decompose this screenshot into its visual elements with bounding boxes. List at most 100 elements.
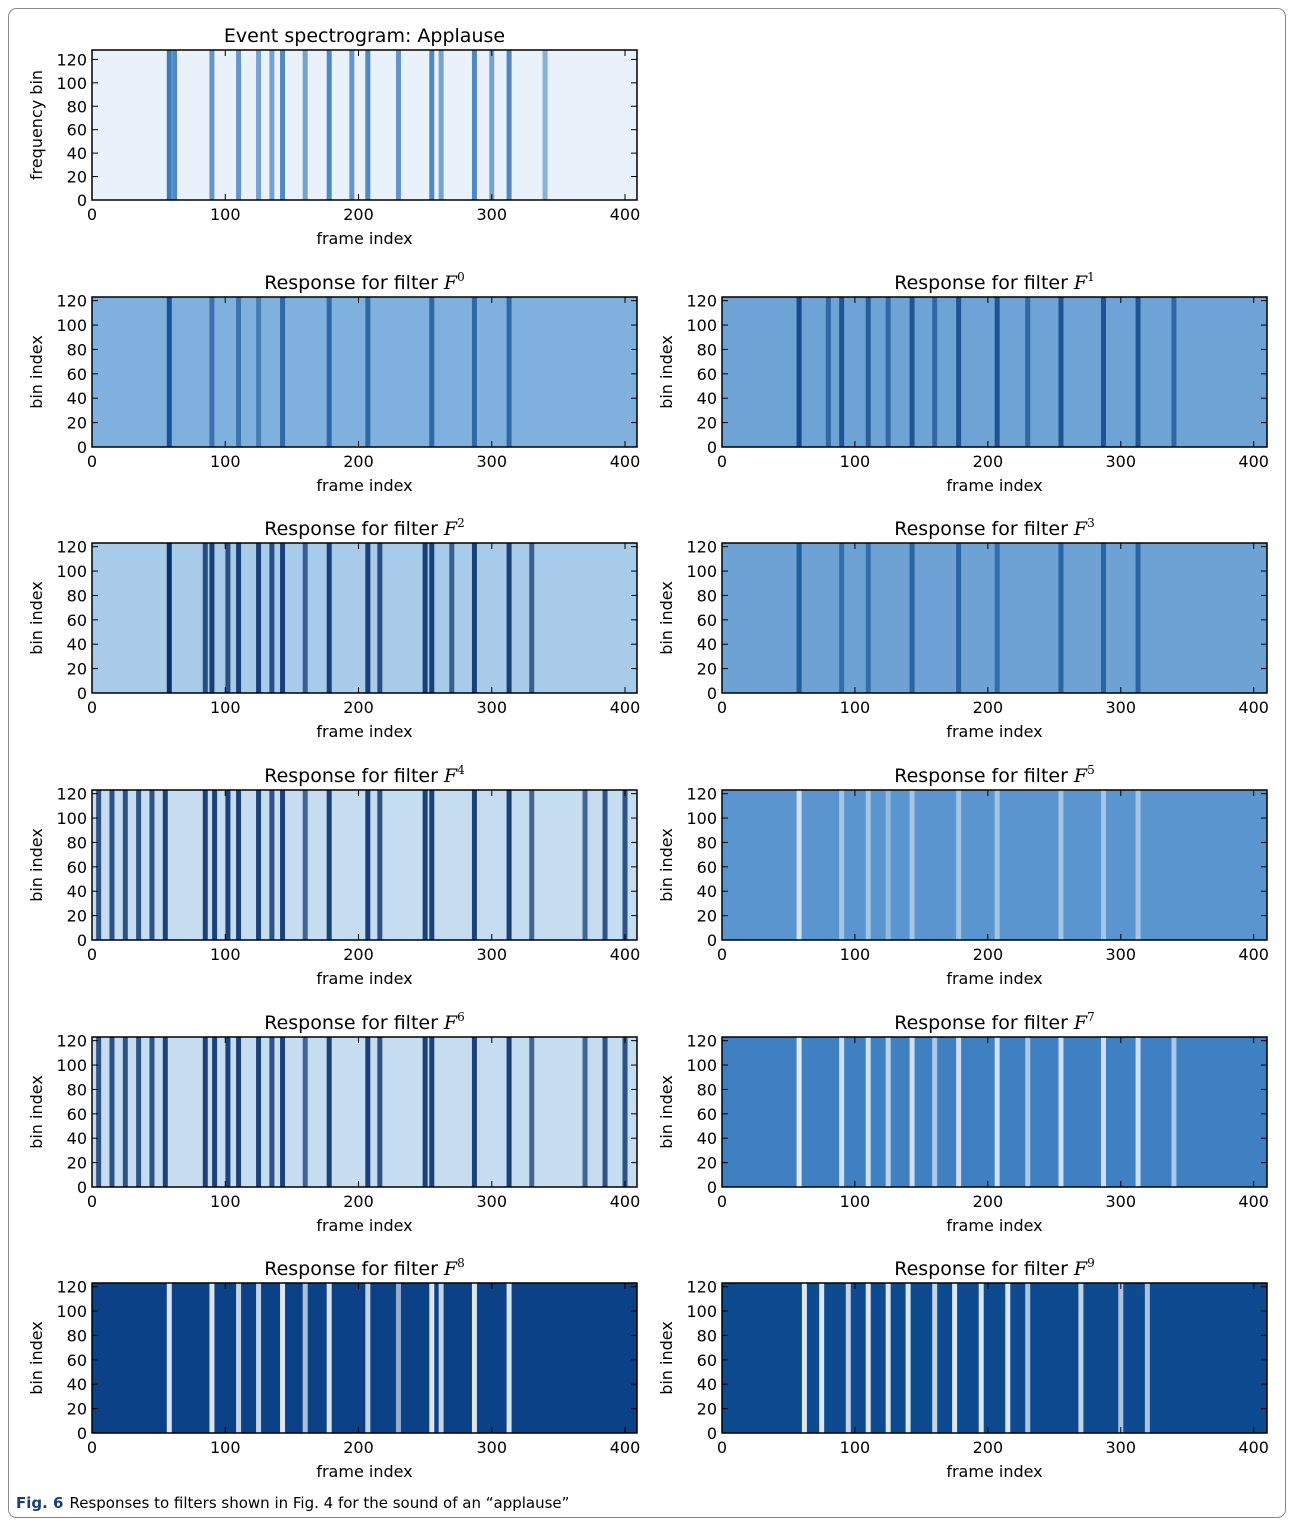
- x-tick-label: 400: [1238, 698, 1269, 717]
- y-tick-label: 20: [67, 414, 87, 433]
- heatmap-stripe: [209, 543, 215, 693]
- y-tick-label: 0: [707, 931, 717, 950]
- heatmap-stripe: [365, 50, 371, 200]
- y-tick-label: 120: [686, 538, 717, 557]
- chart-title: Response for filter F6: [264, 1010, 464, 1034]
- heatmap-stripe: [209, 50, 215, 200]
- heatmap-stripe: [326, 1037, 332, 1187]
- y-tick-label: 80: [67, 1080, 87, 1099]
- heatmap-stripe: [422, 1037, 428, 1187]
- y-axis-label: bin index: [27, 335, 46, 409]
- heatmap-stripe: [956, 1037, 962, 1187]
- y-tick-label: 60: [697, 1105, 717, 1124]
- heatmap: [92, 50, 637, 200]
- x-tick-label: 400: [610, 1438, 641, 1457]
- y-tick-label: 20: [67, 907, 87, 926]
- heatmap-stripe: [96, 790, 102, 940]
- heatmap-stripe: [395, 50, 401, 200]
- heatmap: [92, 1037, 637, 1187]
- heatmap-stripe: [225, 543, 231, 693]
- x-tick-label: 0: [87, 452, 97, 471]
- heatmap-stripe: [149, 1037, 155, 1187]
- y-tick-label: 80: [697, 586, 717, 605]
- heatmap-stripe: [952, 1283, 958, 1433]
- x-tick-label: 400: [610, 452, 641, 471]
- y-tick-label: 40: [67, 144, 87, 163]
- heatmap-stripe: [839, 790, 845, 940]
- heatmap: [722, 790, 1267, 940]
- heatmap-background: [722, 1283, 1267, 1433]
- plot-frame: [91, 1036, 638, 1188]
- x-tick-label: 400: [1238, 1438, 1269, 1457]
- plot-frame: [91, 296, 638, 448]
- x-axis-label: frame index: [316, 476, 412, 495]
- heatmap-stripe: [1101, 790, 1106, 940]
- chart-title: Response for filter F9: [894, 1256, 1094, 1280]
- heatmap-stripe: [349, 50, 355, 200]
- heatmap-stripe: [280, 543, 286, 693]
- y-tick-label: 60: [697, 365, 717, 384]
- y-tick-label: 60: [67, 1105, 87, 1124]
- x-tick-label: 0: [87, 698, 97, 717]
- x-tick-label: 300: [1106, 1438, 1137, 1457]
- plot-frame: [91, 789, 638, 941]
- heatmap-stripe: [302, 1037, 308, 1187]
- heatmap-stripe: [377, 1037, 383, 1187]
- y-tick-label: 20: [697, 660, 717, 679]
- title-symbol: F: [1073, 272, 1088, 294]
- y-tick-label: 40: [67, 1129, 87, 1148]
- y-tick-label: 120: [56, 785, 87, 804]
- heatmap-stripe: [865, 297, 871, 447]
- heatmap-stripe: [865, 1283, 871, 1433]
- y-tick-label: 60: [697, 858, 717, 877]
- heatmap-stripe: [202, 543, 208, 693]
- heatmap-background: [722, 1037, 1267, 1187]
- heatmap-stripe: [796, 297, 802, 447]
- heatmap-stripe: [819, 1283, 825, 1433]
- heatmap-stripe: [506, 543, 512, 693]
- y-tick-label: 120: [686, 1278, 717, 1297]
- x-tick-label: 0: [87, 205, 97, 224]
- y-tick-label: 80: [67, 97, 87, 116]
- heatmap-stripe: [136, 1037, 142, 1187]
- heatmap-stripe: [429, 50, 435, 200]
- y-tick-label: 120: [686, 785, 717, 804]
- y-tick-label: 120: [56, 1032, 87, 1051]
- chart-title: Response for filter F7: [894, 1010, 1094, 1034]
- heatmap-stripe: [280, 50, 286, 200]
- x-tick-label: 200: [343, 698, 374, 717]
- heatmap-stripe: [489, 50, 495, 200]
- x-tick-label: 100: [840, 452, 871, 471]
- x-tick-label: 400: [610, 205, 641, 224]
- y-tick-label: 40: [67, 635, 87, 654]
- heatmap-stripe: [471, 1283, 477, 1433]
- y-tick-label: 100: [686, 809, 717, 828]
- y-axis-label: frequency bin: [27, 70, 46, 180]
- heatmap-stripe: [1025, 297, 1031, 447]
- x-axis-label: frame index: [316, 722, 412, 741]
- heatmap-stripe: [1025, 1037, 1031, 1187]
- title-text: Response for filter: [894, 765, 1068, 787]
- y-tick-label: 100: [56, 316, 87, 335]
- chart-title: Response for filter F1: [894, 270, 1094, 294]
- heatmap-stripe: [212, 1037, 218, 1187]
- title-text: Event spectrogram: Applause: [224, 25, 505, 47]
- chart-title: Response for filter F8: [264, 1256, 464, 1280]
- heatmap-stripe: [1135, 1037, 1141, 1187]
- heatmap-stripe: [302, 790, 308, 940]
- y-tick-label: 20: [697, 1154, 717, 1173]
- heatmap-stripe: [236, 297, 242, 447]
- heatmap-stripe: [326, 297, 332, 447]
- plot-frame: [721, 1036, 1268, 1188]
- heatmap-stripe: [529, 1037, 535, 1187]
- y-axis-label: bin index: [27, 1075, 46, 1149]
- heatmap-stripe: [1171, 297, 1177, 447]
- x-tick-label: 200: [973, 1438, 1004, 1457]
- x-tick-label: 100: [210, 1192, 241, 1211]
- heatmap-stripe: [280, 1037, 286, 1187]
- title-symbol: F: [443, 765, 458, 787]
- heatmap-stripe: [506, 1283, 512, 1433]
- heatmap-stripe: [1058, 297, 1064, 447]
- y-tick-label: 60: [697, 1351, 717, 1370]
